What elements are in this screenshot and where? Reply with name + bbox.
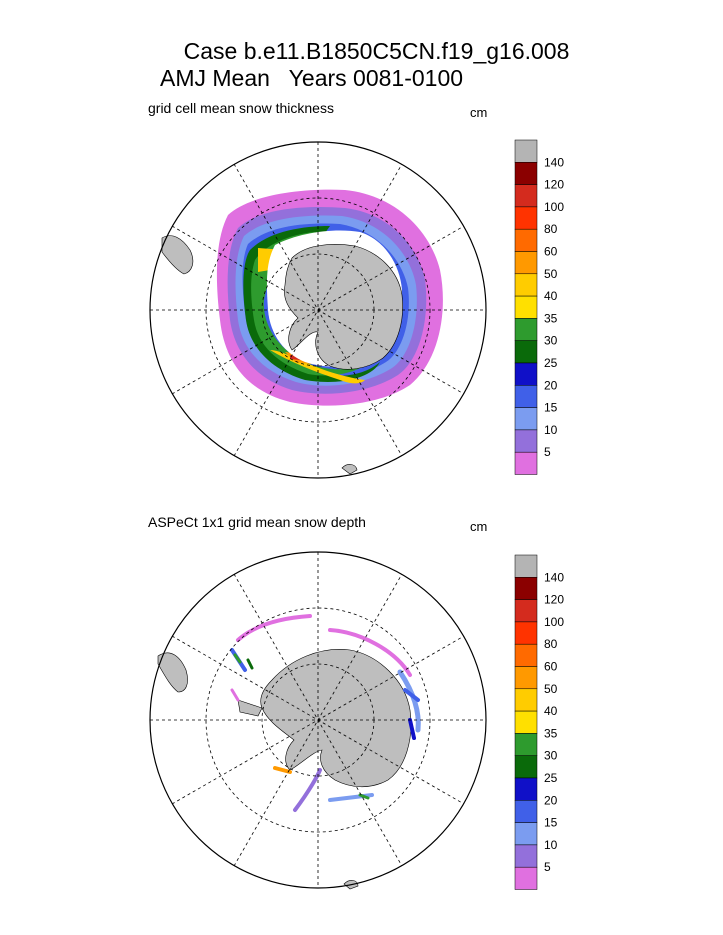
antarctica-landmass <box>284 244 403 370</box>
colorbar-swatch <box>514 755 538 779</box>
colorbar-swatch <box>514 429 538 453</box>
colorbar-swatch <box>514 621 538 645</box>
colorbar-label: 120 <box>544 593 564 607</box>
colorbar-label: 80 <box>544 637 558 651</box>
figure-title-line1: Case b.e11.B1850C5CN.f19_g16.008 <box>183 38 570 64</box>
colorbar-label: 30 <box>544 334 558 348</box>
colorbar-swatch <box>514 599 538 623</box>
colorbar-label: 50 <box>544 267 558 281</box>
colorbar-label: 10 <box>544 423 558 437</box>
panel1-subtitle: grid cell mean snow thickness <box>148 100 334 116</box>
colorbar-swatch <box>514 710 538 734</box>
panel1-unit: cm <box>470 105 488 120</box>
colorbar-label: 35 <box>544 311 558 325</box>
colorbar-swatch <box>514 733 538 756</box>
south-america-land-2 <box>157 652 188 693</box>
colorbar-swatch <box>514 822 538 846</box>
colorbar-label: 140 <box>544 155 564 169</box>
colorbar-swatch <box>514 340 538 364</box>
colorbar-swatch <box>514 451 538 475</box>
panel2-graticule <box>150 552 486 888</box>
colorbar-label: 30 <box>544 749 558 763</box>
colorbar-label: 40 <box>544 289 558 303</box>
colorbar-2: 140 120 100 80 60 50 40 35 30 25 20 15 10 5 <box>514 554 564 890</box>
ship-tracks <box>230 614 421 812</box>
colorbar-swatch <box>514 251 538 275</box>
figure-title-line2: AMJ Mean Years 0081-0100 <box>160 65 464 91</box>
colorbar-swatch <box>514 139 538 163</box>
colorbar-label: 5 <box>544 860 551 874</box>
colorbar-label: 100 <box>544 200 564 214</box>
colorbar-swatch <box>514 844 538 868</box>
new-zealand-land <box>341 464 358 475</box>
panel2-subtitle: ASPeCt 1x1 grid mean snow depth <box>148 514 366 530</box>
colorbar-label: 15 <box>544 401 558 415</box>
colorbar-swatch <box>514 295 538 319</box>
colorbar-swatch <box>514 577 538 600</box>
colorbar-swatch <box>514 643 538 667</box>
colorbar-label: 25 <box>544 356 558 370</box>
colorbar-swatch <box>514 554 538 578</box>
colorbar-label: 50 <box>544 682 558 696</box>
antarctica-landmass-2 <box>260 649 412 788</box>
colorbar-label: 60 <box>544 245 558 259</box>
colorbar-label: 25 <box>544 771 558 785</box>
colorbar-label: 120 <box>544 178 564 192</box>
colorbar-label: 140 <box>544 570 564 584</box>
colorbar-swatch <box>514 666 538 690</box>
colorbar-label: 10 <box>544 838 558 852</box>
colorbar-swatch <box>514 385 538 408</box>
colorbar-label: 20 <box>544 793 558 807</box>
colorbar-label: 60 <box>544 660 558 674</box>
colorbar-swatch <box>514 318 538 341</box>
panel1-graticule <box>150 142 486 478</box>
panel2-unit: cm <box>470 519 488 534</box>
colorbar-swatch <box>514 184 538 208</box>
colorbar-label: 100 <box>544 615 564 629</box>
panel2-map <box>149 551 487 890</box>
colorbar-swatch <box>514 688 538 712</box>
panel1-map <box>149 141 487 479</box>
south-america-land <box>161 235 194 275</box>
colorbar-label: 35 <box>544 726 558 740</box>
colorbar-swatch <box>514 407 538 431</box>
colorbar-swatch <box>514 866 538 890</box>
colorbar-1: 140 120 100 80 60 50 40 35 30 25 20 15 10 5 <box>514 139 564 475</box>
colorbar-swatch <box>514 206 538 230</box>
colorbar-label: 15 <box>544 816 558 830</box>
colorbar-swatch <box>514 273 538 297</box>
colorbar-swatch <box>514 228 538 252</box>
colorbar-label: 40 <box>544 704 558 718</box>
peninsula-2 <box>237 699 263 717</box>
colorbar-swatch <box>514 800 538 823</box>
colorbar-label: 20 <box>544 378 558 392</box>
colorbar-label: 5 <box>544 445 551 459</box>
colorbar-swatch <box>514 777 538 801</box>
colorbar-swatch <box>514 162 538 185</box>
colorbar-swatch <box>514 362 538 386</box>
colorbar-label: 80 <box>544 222 558 236</box>
